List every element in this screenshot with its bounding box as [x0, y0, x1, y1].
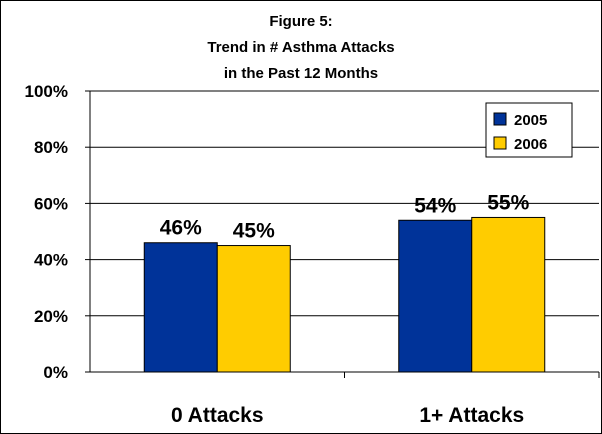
bar-2005-0 — [143, 242, 218, 373]
legend: 2005 2006 — [485, 102, 573, 158]
category-label: 1+ Attacks — [419, 404, 524, 427]
title-line-2: Trend in # Asthma Attacks — [207, 39, 394, 56]
category-label: 0 Attacks — [171, 404, 264, 427]
y-tick-label: 80% — [34, 138, 68, 157]
category-labels: 0 Attacks 1+ Attacks — [171, 404, 524, 427]
y-tick-label: 60% — [34, 194, 68, 213]
bars — [143, 216, 546, 373]
y-tick-label: 40% — [34, 251, 68, 270]
title-line-3: in the Past 12 Months — [224, 65, 378, 82]
legend-swatch — [493, 136, 507, 150]
legend-label: 2006 — [514, 136, 547, 153]
title-line-1: Figure 5: — [269, 13, 332, 30]
y-tick-label: 0% — [43, 363, 68, 382]
y-tick-labels: 0% 20% 40% 60% 80% 100% — [25, 82, 68, 382]
data-labels: 46% 45% 54% 55% — [160, 191, 530, 242]
legend-label: 2005 — [514, 112, 547, 129]
y-tick-label: 100% — [25, 82, 68, 101]
data-label: 46% — [160, 217, 202, 240]
chart-title: Figure 5: Trend in # Asthma Attacks in t… — [207, 13, 394, 82]
bar-2006-0 — [216, 245, 291, 373]
bar-2006-1 — [471, 216, 546, 373]
y-tick-label: 20% — [34, 307, 68, 326]
legend-swatch — [493, 112, 507, 126]
data-label: 55% — [487, 191, 529, 214]
bar-2005-1 — [398, 219, 473, 373]
data-label: 45% — [233, 220, 275, 243]
data-label: 54% — [414, 194, 456, 217]
